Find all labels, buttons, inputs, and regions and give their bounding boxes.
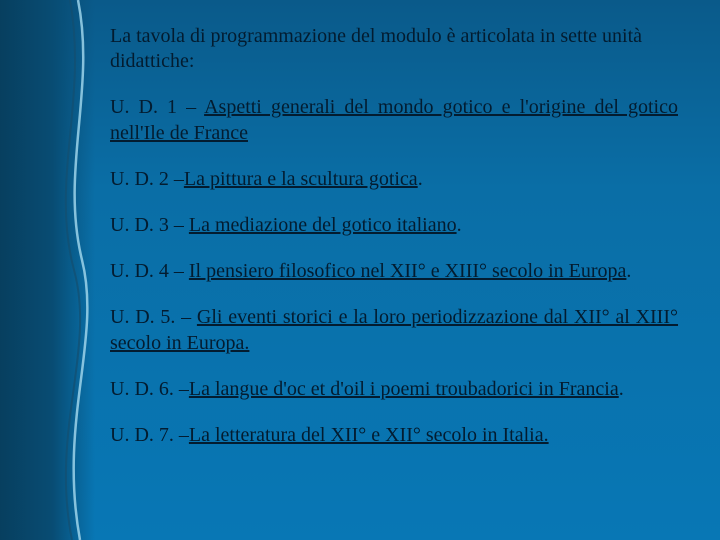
unit-7: U. D. 7. –La letteratura del XII° e XII°… bbox=[110, 422, 678, 448]
unit-5: U. D. 5. – Gli eventi storici e la loro … bbox=[110, 304, 678, 356]
unit-3: U. D. 3 – La mediazione del gotico itali… bbox=[110, 212, 678, 238]
intro-text: La tavola di programmazione del modulo è… bbox=[110, 24, 678, 74]
unit-2: U. D. 2 –La pittura e la scultura gotica… bbox=[110, 166, 678, 192]
unit-4: U. D. 4 – Il pensiero filosofico nel XII… bbox=[110, 258, 678, 284]
unit-1: U. D. 1 – Aspetti generali del mondo got… bbox=[110, 94, 678, 146]
unit-6: U. D. 6. –La langue d'oc et d'oil i poem… bbox=[110, 376, 678, 402]
